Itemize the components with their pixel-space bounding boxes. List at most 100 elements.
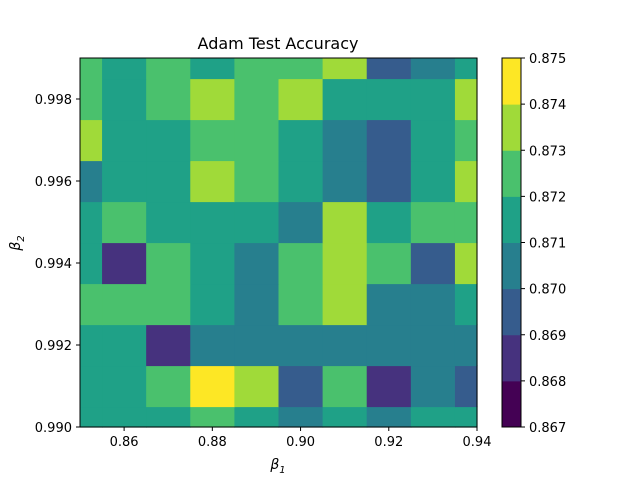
- colorbar-tick-label: 0.871: [529, 237, 566, 252]
- contour-cell: [410, 201, 456, 244]
- contour-cell: [190, 283, 235, 326]
- contour-cell: [278, 160, 324, 203]
- contour-cell: [454, 283, 478, 326]
- contour-cell: [234, 160, 280, 203]
- contour-cell: [322, 201, 368, 244]
- contour-cell: [190, 201, 235, 244]
- y-axis-label-symbol: β: [8, 242, 24, 252]
- contour-cell: [234, 78, 280, 121]
- colorbar-tick-label: 0.874: [529, 98, 566, 113]
- contour-cell: [278, 78, 324, 121]
- contour-cell: [80, 160, 103, 203]
- contour-cell: [322, 58, 368, 80]
- contour-cell: [278, 324, 324, 367]
- contour-cell: [366, 160, 412, 203]
- contour-cell: [80, 119, 103, 162]
- colorbar-axis: 0.867 0.868 0.869 0.870 0.871 0.872 0.873 0.874…: [521, 52, 566, 436]
- contour-cell: [146, 58, 191, 80]
- contour-cell: [146, 78, 191, 121]
- contour-cell: [102, 58, 147, 80]
- contour-cell: [454, 365, 478, 408]
- contour-cell: [234, 365, 280, 408]
- contour-cell: [102, 324, 147, 367]
- contour-cell: [366, 324, 412, 367]
- contour-cell: [454, 242, 478, 285]
- contour-cell: [322, 283, 368, 326]
- contour-cell: [454, 160, 478, 203]
- contour-cell: [80, 406, 103, 428]
- contour-plot-area: [80, 58, 478, 428]
- contour-cell: [366, 58, 412, 80]
- contour-cell: [366, 201, 412, 244]
- contour-cell: [278, 406, 324, 428]
- y-axis-label: β2: [8, 235, 27, 251]
- contour-cell: [234, 201, 280, 244]
- contour-cell: [454, 119, 478, 162]
- contour-cell: [410, 324, 456, 367]
- x-axis: 0.86 0.88 0.90 0.92 0.94: [110, 427, 492, 450]
- colorbar-segment: [502, 104, 521, 151]
- colorbar-tick-label: 0.872: [529, 190, 566, 205]
- contour-cell: [102, 406, 147, 428]
- contour-cell: [454, 324, 478, 367]
- contour-cell: [80, 365, 103, 408]
- x-axis-label-symbol: β: [269, 457, 279, 473]
- contour-cell: [278, 201, 324, 244]
- contour-cell: [234, 283, 280, 326]
- x-axis-label: β1: [269, 457, 285, 476]
- colorbar-segment: [502, 288, 521, 336]
- contour-cell: [322, 406, 368, 428]
- colorbar-tick-label: 0.875: [529, 52, 566, 67]
- contour-cell: [190, 324, 235, 367]
- contour-cell: [80, 58, 103, 80]
- colorbar: [501, 57, 522, 428]
- chart-title: Adam Test Accuracy: [198, 34, 359, 53]
- x-tick-label: 0.94: [463, 435, 492, 450]
- contour-cell: [146, 406, 191, 428]
- contour-cell: [234, 242, 280, 285]
- contour-cell: [322, 242, 368, 285]
- y-tick-label: 0.996: [35, 175, 72, 190]
- contour-cell: [410, 365, 456, 408]
- contour-cell: [454, 406, 478, 428]
- contour-cell: [278, 242, 324, 285]
- contour-cell: [322, 78, 368, 121]
- contour-cell: [234, 406, 280, 428]
- contour-cell: [146, 365, 191, 408]
- contour-cell: [322, 119, 368, 162]
- x-tick-label: 0.88: [198, 435, 227, 450]
- contour-cell: [410, 283, 456, 326]
- y-tick-label: 0.994: [35, 257, 72, 272]
- colorbar-segment: [502, 196, 521, 243]
- contour-cell: [80, 201, 103, 244]
- contour-cell: [102, 78, 147, 121]
- contour-cell: [190, 119, 235, 162]
- colorbar-tick-label: 0.870: [529, 283, 566, 298]
- contour-cell: [146, 324, 191, 367]
- contour-cell: [102, 201, 147, 244]
- colorbar-segment: [502, 380, 521, 428]
- contour-cell: [410, 119, 456, 162]
- contour-cell: [146, 242, 191, 285]
- contour-cell: [80, 324, 103, 367]
- colorbar-segment: [502, 58, 521, 105]
- contour-cell: [322, 365, 368, 408]
- contour-cell: [454, 78, 478, 121]
- contour-cell: [366, 406, 412, 428]
- contour-cell: [80, 78, 103, 121]
- contour-cell: [102, 119, 147, 162]
- contour-cell: [102, 160, 147, 203]
- contour-cell: [410, 242, 456, 285]
- contour-cell: [190, 78, 235, 121]
- contour-cell: [278, 58, 324, 80]
- contour-cell: [146, 201, 191, 244]
- contour-cell: [410, 78, 456, 121]
- x-tick-label: 0.92: [374, 435, 403, 450]
- contour-cell: [454, 201, 478, 244]
- plot-frame: [79, 57, 478, 428]
- contour-cell: [234, 58, 280, 80]
- x-tick-label: 0.86: [110, 435, 139, 450]
- contour-cell: [190, 406, 235, 428]
- contour-cell: [146, 119, 191, 162]
- contour-cell: [366, 283, 412, 326]
